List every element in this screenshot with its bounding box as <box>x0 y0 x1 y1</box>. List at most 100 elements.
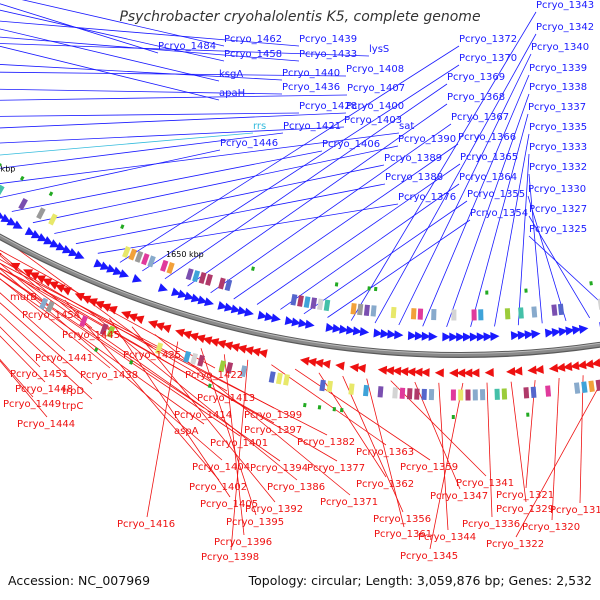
callout-line-top <box>0 45 220 101</box>
callout-line-top <box>0 126 345 144</box>
reverse-gene-arrow <box>591 358 600 368</box>
cog-block-inner <box>428 389 435 401</box>
callout-line-bottom <box>0 313 93 400</box>
gene-label-top: Pcryo_1439 <box>299 34 357 45</box>
cog-block-outer <box>478 309 484 321</box>
cog-block-outer <box>370 305 377 317</box>
reverse-gene-arrow <box>257 349 268 359</box>
forward-gene-arrow <box>230 304 241 314</box>
cog-block-inner <box>155 342 164 355</box>
gene-label-top: Pcryo_1440 <box>282 68 340 79</box>
reverse-gene-arrow <box>577 360 587 370</box>
callout-line-bottom <box>109 318 231 498</box>
gene-label-top: Pcryo_1446 <box>220 138 278 149</box>
callout-line-bottom <box>551 377 560 521</box>
forward-gene-arrow <box>394 330 404 340</box>
marker-inner <box>94 347 99 353</box>
callout-line-top <box>470 113 529 328</box>
gene-label-top: Pcryo_1403 <box>344 115 402 126</box>
reverse-gene-arrow <box>506 366 516 376</box>
callout-line-bottom <box>0 278 111 369</box>
forward-gene-arrow <box>190 293 201 303</box>
gene-label-bottom: Pcryo_1341 <box>456 478 514 489</box>
cog-block-outer <box>417 308 424 320</box>
forward-gene-arrow <box>490 331 500 341</box>
gene-label-top: Pcryo_1342 <box>536 22 594 33</box>
callout-line-top <box>527 195 567 322</box>
callout-line-top <box>398 53 532 326</box>
gene-label-top: Pcryo_1388 <box>385 172 443 183</box>
gene-label-bottom: Pcryo_1345 <box>400 551 458 562</box>
cog-block-outer <box>141 253 150 266</box>
reverse-gene-arrow <box>484 367 494 377</box>
gene-label-top: Pcryo_1407 <box>347 83 405 94</box>
reverse-gene-arrow <box>527 365 537 375</box>
reverse-gene-arrow <box>513 366 523 376</box>
reverse-gene-arrow <box>188 332 199 342</box>
forward-gene-arrow <box>217 301 228 310</box>
cog-block-inner <box>239 365 248 378</box>
reverse-gene-arrow <box>244 346 254 356</box>
forward-gene-arrow <box>224 302 234 312</box>
callout-line-top <box>280 183 460 310</box>
cog-block-outer <box>531 306 538 318</box>
forward-gene-arrow <box>456 332 466 342</box>
gene-label-top: Pcryo_1325 <box>529 224 587 235</box>
cog-block-outer <box>218 277 226 290</box>
forward-gene-arrow <box>544 328 555 338</box>
forward-gene-arrow <box>12 220 23 229</box>
marker-outer <box>19 175 25 181</box>
forward-gene-arrow <box>346 325 356 335</box>
cog-block-inner <box>39 297 49 310</box>
reverse-gene-arrow <box>413 367 423 377</box>
reverse-gene-arrow <box>29 272 40 281</box>
callout-line-bottom <box>0 302 93 385</box>
forward-gene-arrow <box>339 324 349 334</box>
forward-gene-arrow <box>171 287 181 297</box>
cog-block-inner <box>501 388 508 400</box>
gene-label-bottom: Pcryo_1377 <box>307 463 365 474</box>
cog-block-inner <box>79 315 89 328</box>
callout-line-top <box>187 103 448 287</box>
reverse-gene-arrow <box>101 303 112 312</box>
gene-label-top: Pcryo_1368 <box>447 92 505 103</box>
forward-gene-arrow <box>112 266 123 276</box>
gene-label-top: Pcryo_1364 <box>459 172 517 183</box>
cog-block-outer <box>224 279 233 292</box>
reverse-gene-arrow <box>548 363 559 373</box>
reverse-gene-arrow <box>384 366 395 376</box>
gene-label-top: Pcryo_1340 <box>531 42 589 53</box>
forward-gene-arrow <box>407 331 418 341</box>
gene-label-top: Pcryo_1366 <box>458 132 516 143</box>
cog-block-outer <box>316 298 324 311</box>
callout-line-top <box>119 45 460 263</box>
callout-line-top <box>0 132 400 184</box>
callout-line-bottom <box>0 272 205 409</box>
callout-line-top <box>210 123 452 294</box>
marker-outer <box>120 224 125 230</box>
forward-gene-arrow <box>558 327 568 337</box>
callout-line-bottom <box>342 375 404 513</box>
callout-line-bottom <box>525 380 536 489</box>
backbone-highlight <box>0 234 600 354</box>
callout-line-top <box>0 112 347 129</box>
callout-line-bottom <box>42 289 338 462</box>
gene-label-bottom: Pcryo_1397 <box>244 425 302 436</box>
forward-gene-arrow <box>237 306 248 315</box>
forward-gene-arrow <box>74 250 85 259</box>
gene-label-bottom: Pcryo_1425 <box>123 350 181 361</box>
gene-label-top: Pcryo_1335 <box>529 122 587 133</box>
gene-label-top: Pcryo_1389 <box>384 153 442 164</box>
gene-label-top: Pcryo_1462 <box>224 34 282 45</box>
reverse-gene-arrow <box>175 328 186 338</box>
gene-label-bottom: Pcryo_1404 <box>192 462 250 473</box>
marker-inner <box>207 383 212 389</box>
callout-line-bottom <box>0 273 241 437</box>
marker-outer <box>374 286 378 292</box>
gene-label-top: Pcryo_1339 <box>529 63 587 74</box>
cog-block-outer <box>557 303 565 316</box>
reverse-gene-arrow <box>195 334 206 344</box>
cog-block-outer <box>0 184 5 197</box>
cog-block-inner <box>595 379 600 392</box>
callout-line-bottom <box>0 292 66 352</box>
